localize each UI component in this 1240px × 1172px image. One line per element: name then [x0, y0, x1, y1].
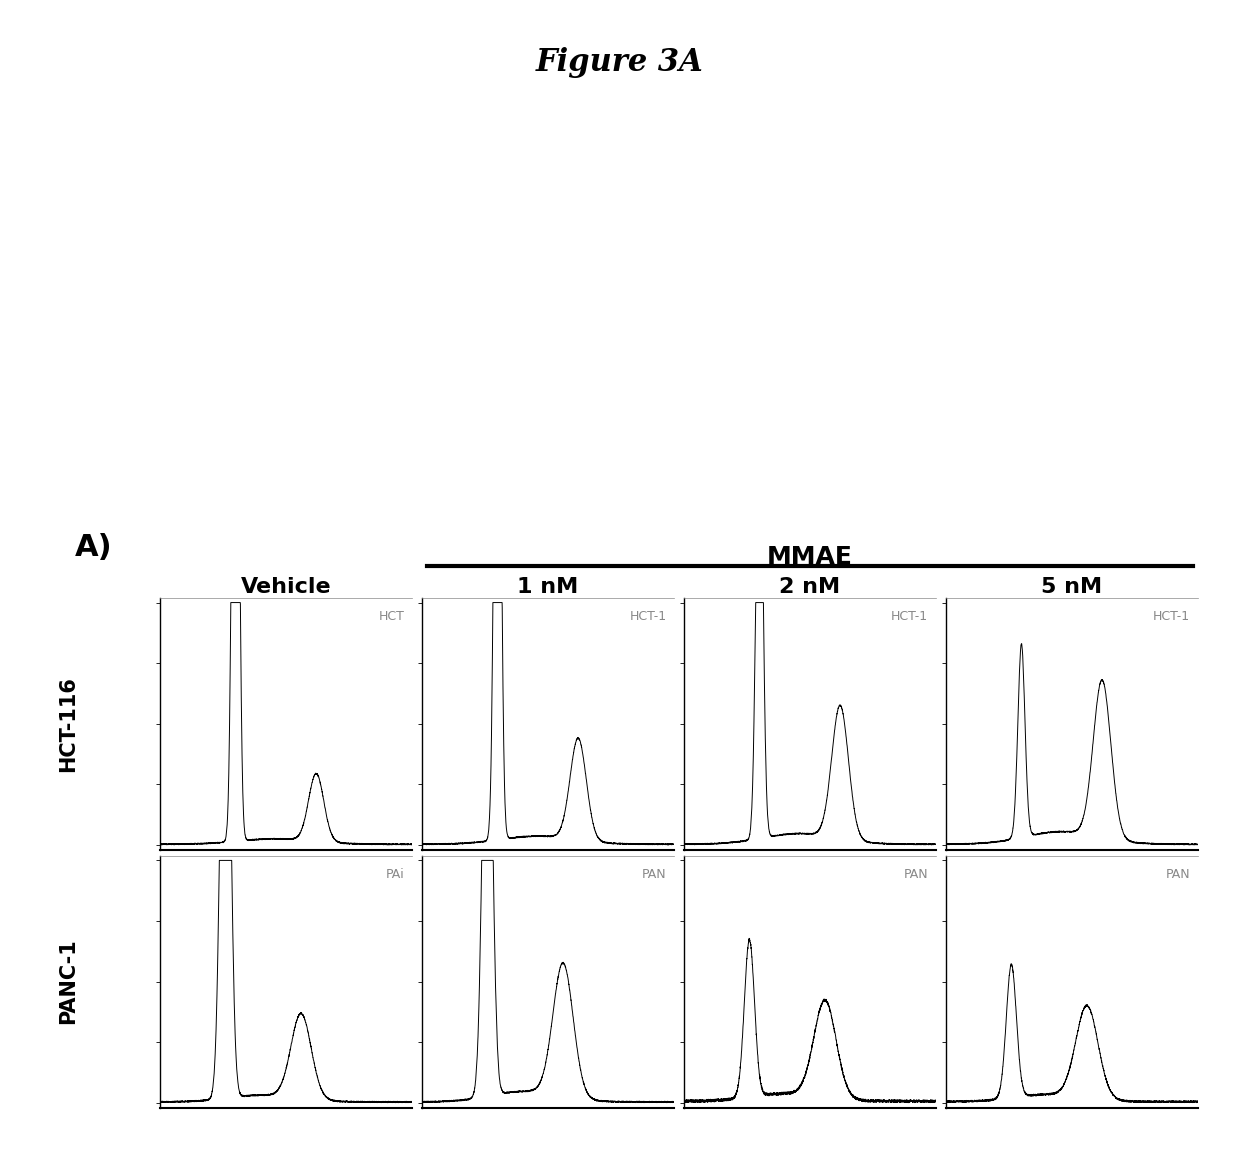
Text: HCT-1: HCT-1: [892, 611, 929, 624]
Text: 1 nM: 1 nM: [517, 577, 579, 597]
Text: HCT-1: HCT-1: [1153, 611, 1190, 624]
Text: HCT-116: HCT-116: [58, 676, 78, 771]
Text: PAi: PAi: [386, 868, 404, 881]
Text: Vehicle: Vehicle: [241, 577, 331, 597]
Text: HCT: HCT: [378, 611, 404, 624]
Text: PAN: PAN: [904, 868, 929, 881]
Text: PAN: PAN: [1166, 868, 1190, 881]
Text: MMAE: MMAE: [766, 545, 853, 568]
Text: PAN: PAN: [642, 868, 666, 881]
Text: 2 nM: 2 nM: [779, 577, 841, 597]
Text: Figure 3A: Figure 3A: [536, 47, 704, 77]
Text: PANC-1: PANC-1: [58, 939, 78, 1024]
Text: HCT-1: HCT-1: [629, 611, 666, 624]
Text: A): A): [74, 533, 112, 563]
Text: 5 nM: 5 nM: [1042, 577, 1102, 597]
